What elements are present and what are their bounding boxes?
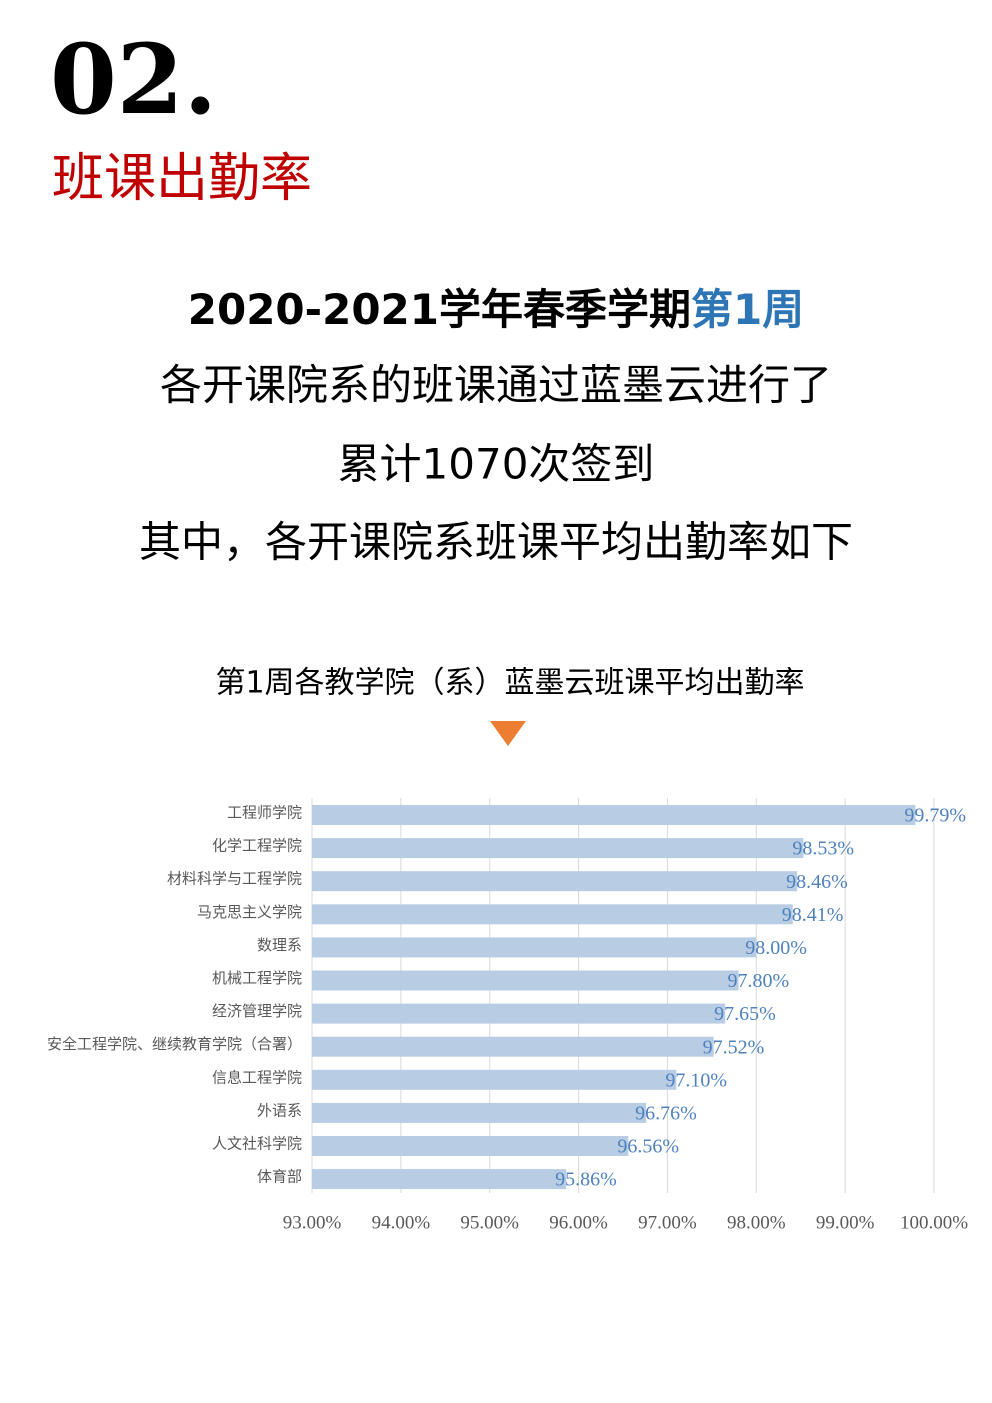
value-label: 95.86% (555, 1169, 617, 1191)
y-tick-label: 机械工程学院 (212, 969, 302, 987)
bar (312, 1136, 629, 1156)
pointer-triangle (490, 721, 526, 746)
x-tick-label: 93.00% (283, 1212, 342, 1233)
y-tick-label: 工程师学院 (227, 804, 302, 822)
chart-title: 第1周各教学院（系）蓝墨云班课平均出勤率 (215, 666, 804, 701)
value-label: 98.41% (782, 904, 844, 926)
bar (312, 937, 757, 958)
y-tick-label: 化学工程学院 (212, 837, 302, 855)
x-tick-label: 95.00% (460, 1212, 519, 1233)
bar (312, 1003, 726, 1024)
bar (312, 838, 804, 859)
bar (312, 871, 798, 892)
y-tick-label: 数理系 (257, 936, 302, 954)
x-tick-label: 96.00% (549, 1212, 608, 1233)
intro-line: 2020-2021学年春季学期第1周 (188, 285, 804, 334)
value-label: 97.65% (714, 1003, 776, 1025)
x-tick-label: 100.00% (900, 1212, 968, 1233)
value-label: 98.53% (792, 838, 854, 860)
bar (312, 1169, 567, 1190)
y-tick-label: 材料科学与工程学院 (167, 870, 302, 888)
y-tick-label: 体育部 (257, 1168, 302, 1186)
value-label: 96.56% (617, 1136, 679, 1158)
y-tick-label: 经济管理学院 (212, 1002, 302, 1020)
x-tick-label: 98.00% (727, 1212, 786, 1233)
bar (312, 904, 793, 925)
value-label: 97.52% (703, 1036, 765, 1058)
plot: 93.00% 94.00% 95.00% 96.00% 97.00% 98.00% 99.0… (47, 798, 968, 1233)
y-tick-label: 马克思主义学院 (197, 903, 302, 921)
bar (312, 1069, 677, 1090)
intro-line: 各开课院系的班课通过蓝墨云进行了 (160, 361, 832, 410)
intro-line: 累计1070次签到 (338, 440, 655, 489)
bar (312, 1102, 647, 1123)
bar (312, 1036, 714, 1057)
value-label: 99.79% (904, 805, 966, 827)
y-tick-label: 信息工程学院 (212, 1068, 302, 1086)
value-label: 97.80% (728, 970, 790, 992)
value-label: 98.46% (786, 871, 848, 893)
y-tick-label: 人文社科学院 (212, 1135, 302, 1153)
value-label: 97.10% (665, 1069, 727, 1091)
section-number: 02. (50, 23, 217, 136)
x-tick-label: 94.00% (372, 1212, 431, 1233)
value-label: 96.76% (635, 1102, 697, 1124)
x-tick-label: 97.00% (638, 1212, 697, 1233)
intro-line: 其中，各开课院系班课平均出勤率如下 (139, 518, 853, 567)
intro-highlight: 第1周 (691, 285, 804, 334)
x-tick-label: 99.00% (816, 1212, 875, 1233)
intro-text: 2020-2021学年春季学期 (188, 285, 691, 334)
bar (312, 970, 739, 991)
y-tick-label: 外语系 (257, 1101, 302, 1119)
value-label: 98.00% (745, 937, 807, 959)
bar (312, 805, 916, 825)
y-tick-label: 安全工程学院、继续教育学院（合署） (47, 1035, 302, 1053)
section-title: 班课出勤率 (52, 149, 312, 209)
